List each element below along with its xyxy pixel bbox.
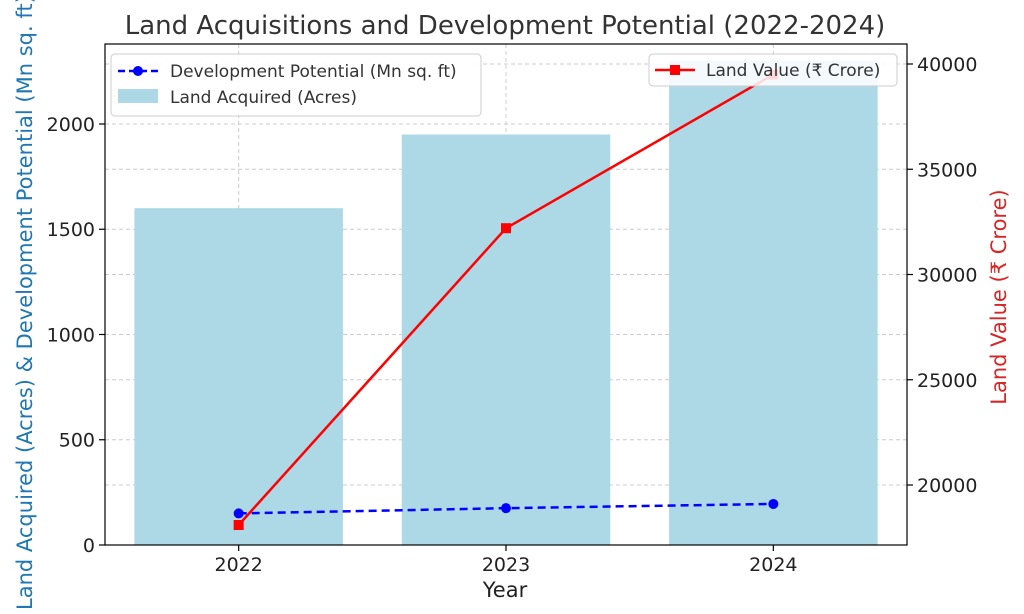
y-axis-label-right: Land Value (₹ Crore) [987,189,1011,404]
point-dev-potential [501,503,511,514]
bars [134,60,878,546]
tick-label-left: 0 [83,535,95,557]
point-dev-potential [768,498,779,509]
legend-marker-land-value [670,65,680,75]
x-axis-label: Year [482,578,528,602]
tick-label-x: 2024 [749,554,797,576]
legend-label-land-value: Land Value (₹ Crore) [706,61,880,81]
tick-label-right: 40000 [917,54,977,76]
bar-land-acquired [669,60,878,546]
bar-land-acquired [401,134,611,546]
tick-label-right: 30000 [917,265,977,287]
tick-label-x: 2023 [482,554,530,576]
legend-label-land-acquired: Land Acquired (Acres) [170,88,357,108]
tick-label-right: 20000 [917,475,977,497]
y-axis-label-left: Land Acquired (Acres) & Development Pote… [13,0,37,610]
point-land-value [501,223,511,234]
legend-label-dev-potential: Development Potential (Mn sq. ft) [170,62,457,82]
tick-label-left: 1000 [47,324,95,346]
legend-left: Development Potential (Mn sq. ft) Land A… [110,53,482,117]
ticks: 0 500 1000 1500 2000 20000 25000 30000 35000 4000… [47,54,978,576]
tick-label-left: 500 [59,430,95,452]
tick-label-x: 2022 [214,554,262,576]
tick-label-right: 35000 [917,159,977,181]
point-dev-potential [233,508,244,519]
legend-swatch-land-acquired [118,89,158,103]
chart-title: Land Acquisitions and Development Potent… [125,11,886,41]
legend-marker-dev-potential [133,66,143,76]
legend-right: Land Value (₹ Crore) [648,53,898,87]
bar-land-acquired [134,208,343,545]
point-land-value [233,520,244,531]
tick-label-right: 25000 [917,370,977,392]
tick-label-left: 1500 [47,219,95,241]
tick-label-left: 2000 [47,114,95,136]
